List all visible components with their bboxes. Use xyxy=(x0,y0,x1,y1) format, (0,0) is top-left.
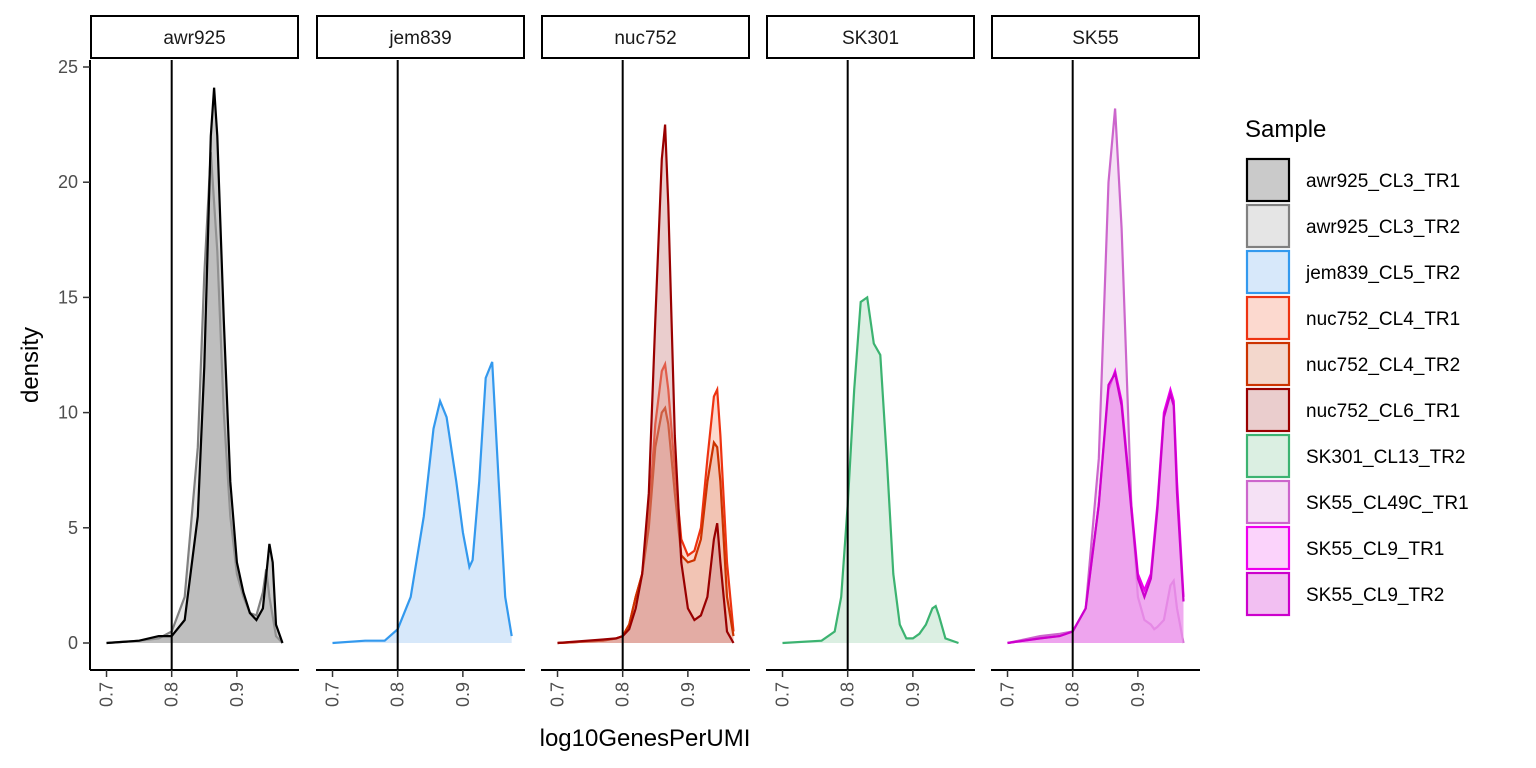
density-line-SK301_CL13_TR2 xyxy=(782,295,959,645)
facet-strip xyxy=(90,15,299,59)
facet-panel-nuc752: nuc752 0.7 0.8 0.9 xyxy=(541,15,750,707)
facet-panel-SK301: SK301 0.7 0.8 0.9 xyxy=(766,15,975,707)
facet-strip-label: SK301 xyxy=(842,28,899,49)
legend-key xyxy=(1245,479,1291,525)
legend-item-nuc752_CL6_TR1: nuc752_CL6_TR1 xyxy=(1245,387,1460,433)
legend-key xyxy=(1245,433,1291,479)
y-tick-label: 15 xyxy=(58,287,78,307)
legend-key xyxy=(1245,341,1291,387)
y-axis-title: density xyxy=(17,327,44,403)
legend-item-SK55_CL9_TR2: SK55_CL9_TR2 xyxy=(1245,571,1444,617)
x-tick-label: 0.8 xyxy=(613,682,633,707)
legend-item-SK301_CL13_TR2: SK301_CL13_TR2 xyxy=(1245,433,1466,479)
legend-key xyxy=(1245,295,1291,341)
x-tick-label: 0.8 xyxy=(388,682,408,707)
legend-key xyxy=(1245,249,1291,295)
x-tick-label: 0.9 xyxy=(227,682,247,707)
facet-panels: awr925 0.7 0.8 0.9 jem839 0.7 0.8 0.9 nuc752 0.7 0… xyxy=(90,15,1200,707)
legend-label: SK55_CL9_TR1 xyxy=(1306,539,1444,560)
x-tick-label: 0.9 xyxy=(678,682,698,707)
legend-items: awr925_CL3_TR1 awr925_CL3_TR2 jem839_CL5_T… xyxy=(1245,157,1469,617)
density-line-nuc752_CL6_TR1 xyxy=(557,124,735,645)
legend-label: SK55_CL9_TR2 xyxy=(1306,585,1444,606)
legend-item-awr925_CL3_TR2: awr925_CL3_TR2 xyxy=(1245,203,1460,249)
density-area-jem839_CL5_TR2 xyxy=(332,361,512,643)
y-axis: 0 5 10 15 20 25 xyxy=(58,57,91,670)
y-tick-label: 10 xyxy=(58,403,78,423)
legend-label: nuc752_CL6_TR1 xyxy=(1306,401,1460,422)
facet-panel-SK55: SK55 0.7 0.8 0.9 xyxy=(991,15,1200,707)
x-tick-label: 0.7 xyxy=(773,682,793,707)
x-axis-title: log10GenesPerUMI xyxy=(540,725,751,752)
x-tick-label: 0.7 xyxy=(548,682,568,707)
facet-strip-label: SK55 xyxy=(1072,28,1118,49)
x-tick-label: 0.9 xyxy=(453,682,473,707)
facet-strip xyxy=(316,15,525,59)
x-tick-label: 0.7 xyxy=(97,682,117,707)
density-area-SK55_CL9_TR2 xyxy=(1007,373,1184,643)
legend-label: SK55_CL49C_TR1 xyxy=(1306,493,1469,514)
legend-item-nuc752_CL4_TR1: nuc752_CL4_TR1 xyxy=(1245,295,1460,341)
density-line-awr925_CL3_TR1 xyxy=(106,87,284,645)
density-area-awr925_CL3_TR1 xyxy=(106,87,283,643)
legend-item-SK55_CL9_TR1: SK55_CL9_TR1 xyxy=(1245,525,1444,571)
legend-item-SK55_CL49C_TR1: SK55_CL49C_TR1 xyxy=(1245,479,1469,525)
x-tick-label: 0.9 xyxy=(903,682,923,707)
legend-item-awr925_CL3_TR1: awr925_CL3_TR1 xyxy=(1245,157,1460,203)
density-line-nuc752_CL4_TR2 xyxy=(557,405,735,645)
legend-label: nuc752_CL4_TR1 xyxy=(1306,309,1460,330)
legend-key xyxy=(1245,387,1291,433)
facet-panel-jem839: jem839 0.7 0.8 0.9 xyxy=(316,15,525,707)
facet-strip-label: jem839 xyxy=(388,28,451,49)
legend-key xyxy=(1245,203,1291,249)
legend-label: awr925_CL3_TR1 xyxy=(1306,171,1460,192)
density-area-SK301_CL13_TR2 xyxy=(782,297,959,643)
facet-strip xyxy=(541,15,750,59)
legend-label: SK301_CL13_TR2 xyxy=(1306,447,1466,468)
x-tick-label: 0.8 xyxy=(162,682,182,707)
y-tick-label: 5 xyxy=(68,518,78,538)
legend-label: awr925_CL3_TR2 xyxy=(1306,217,1460,238)
legend-title: Sample xyxy=(1245,116,1326,143)
facet-panel-awr925: awr925 0.7 0.8 0.9 xyxy=(90,15,299,707)
legend-label: jem839_CL5_TR2 xyxy=(1305,263,1460,284)
x-tick-label: 0.7 xyxy=(323,682,343,707)
y-tick-label: 20 xyxy=(58,172,78,192)
legend-key xyxy=(1245,525,1291,571)
legend-item-jem839_CL5_TR2: jem839_CL5_TR2 xyxy=(1245,249,1460,295)
x-tick-label: 0.9 xyxy=(1128,682,1148,707)
y-tick-label: 25 xyxy=(58,57,78,77)
facet-strip-label: awr925 xyxy=(163,28,225,49)
facet-strip xyxy=(766,15,975,59)
facet-strip-label: nuc752 xyxy=(614,28,676,49)
legend: Sample awr925_CL3_TR1 awr925_CL3_TR2 jem83… xyxy=(1245,116,1469,617)
legend-key xyxy=(1245,571,1291,617)
x-tick-label: 0.7 xyxy=(998,682,1018,707)
density-area-nuc752_CL4_TR2 xyxy=(557,408,734,643)
legend-item-nuc752_CL4_TR2: nuc752_CL4_TR2 xyxy=(1245,341,1460,387)
legend-key xyxy=(1245,157,1291,203)
x-tick-label: 0.8 xyxy=(1063,682,1083,707)
x-tick-label: 0.8 xyxy=(838,682,858,707)
y-tick-label: 0 xyxy=(68,633,78,653)
legend-label: nuc752_CL4_TR2 xyxy=(1306,355,1460,376)
facet-strip xyxy=(991,15,1200,59)
